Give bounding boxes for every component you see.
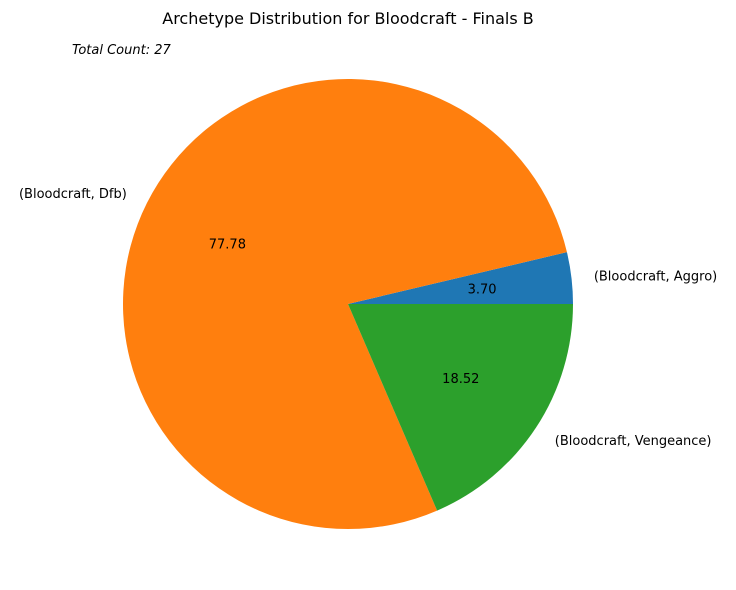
pie-slice-bloodcraft-dfb <box>123 79 567 530</box>
slice-pct-bloodcraft-aggro: 3.70 <box>468 282 497 297</box>
pie-slices <box>123 79 573 530</box>
slice-label-bloodcraft-aggro: (Bloodcraft, Aggro) <box>594 269 717 284</box>
slice-pct-bloodcraft-vengeance: 18.52 <box>442 372 479 387</box>
total-count-annotation: Total Count: 27 <box>72 43 171 58</box>
pie-slice-bloodcraft-vengeance <box>348 304 573 511</box>
slice-label-bloodcraft-vengeance: (Bloodcraft, Vengeance) <box>555 434 712 449</box>
pie-labels: (Bloodcraft, Aggro) 3.70 (Bloodcraft, Dfb)… <box>19 187 717 449</box>
pie-slice-bloodcraft-aggro <box>348 252 573 304</box>
chart-title: Archetype Distribution for Bloodcraft - … <box>162 9 533 28</box>
slice-label-bloodcraft-dfb: (Bloodcraft, Dfb) <box>19 187 127 202</box>
slice-pct-bloodcraft-dfb: 77.78 <box>209 237 246 252</box>
